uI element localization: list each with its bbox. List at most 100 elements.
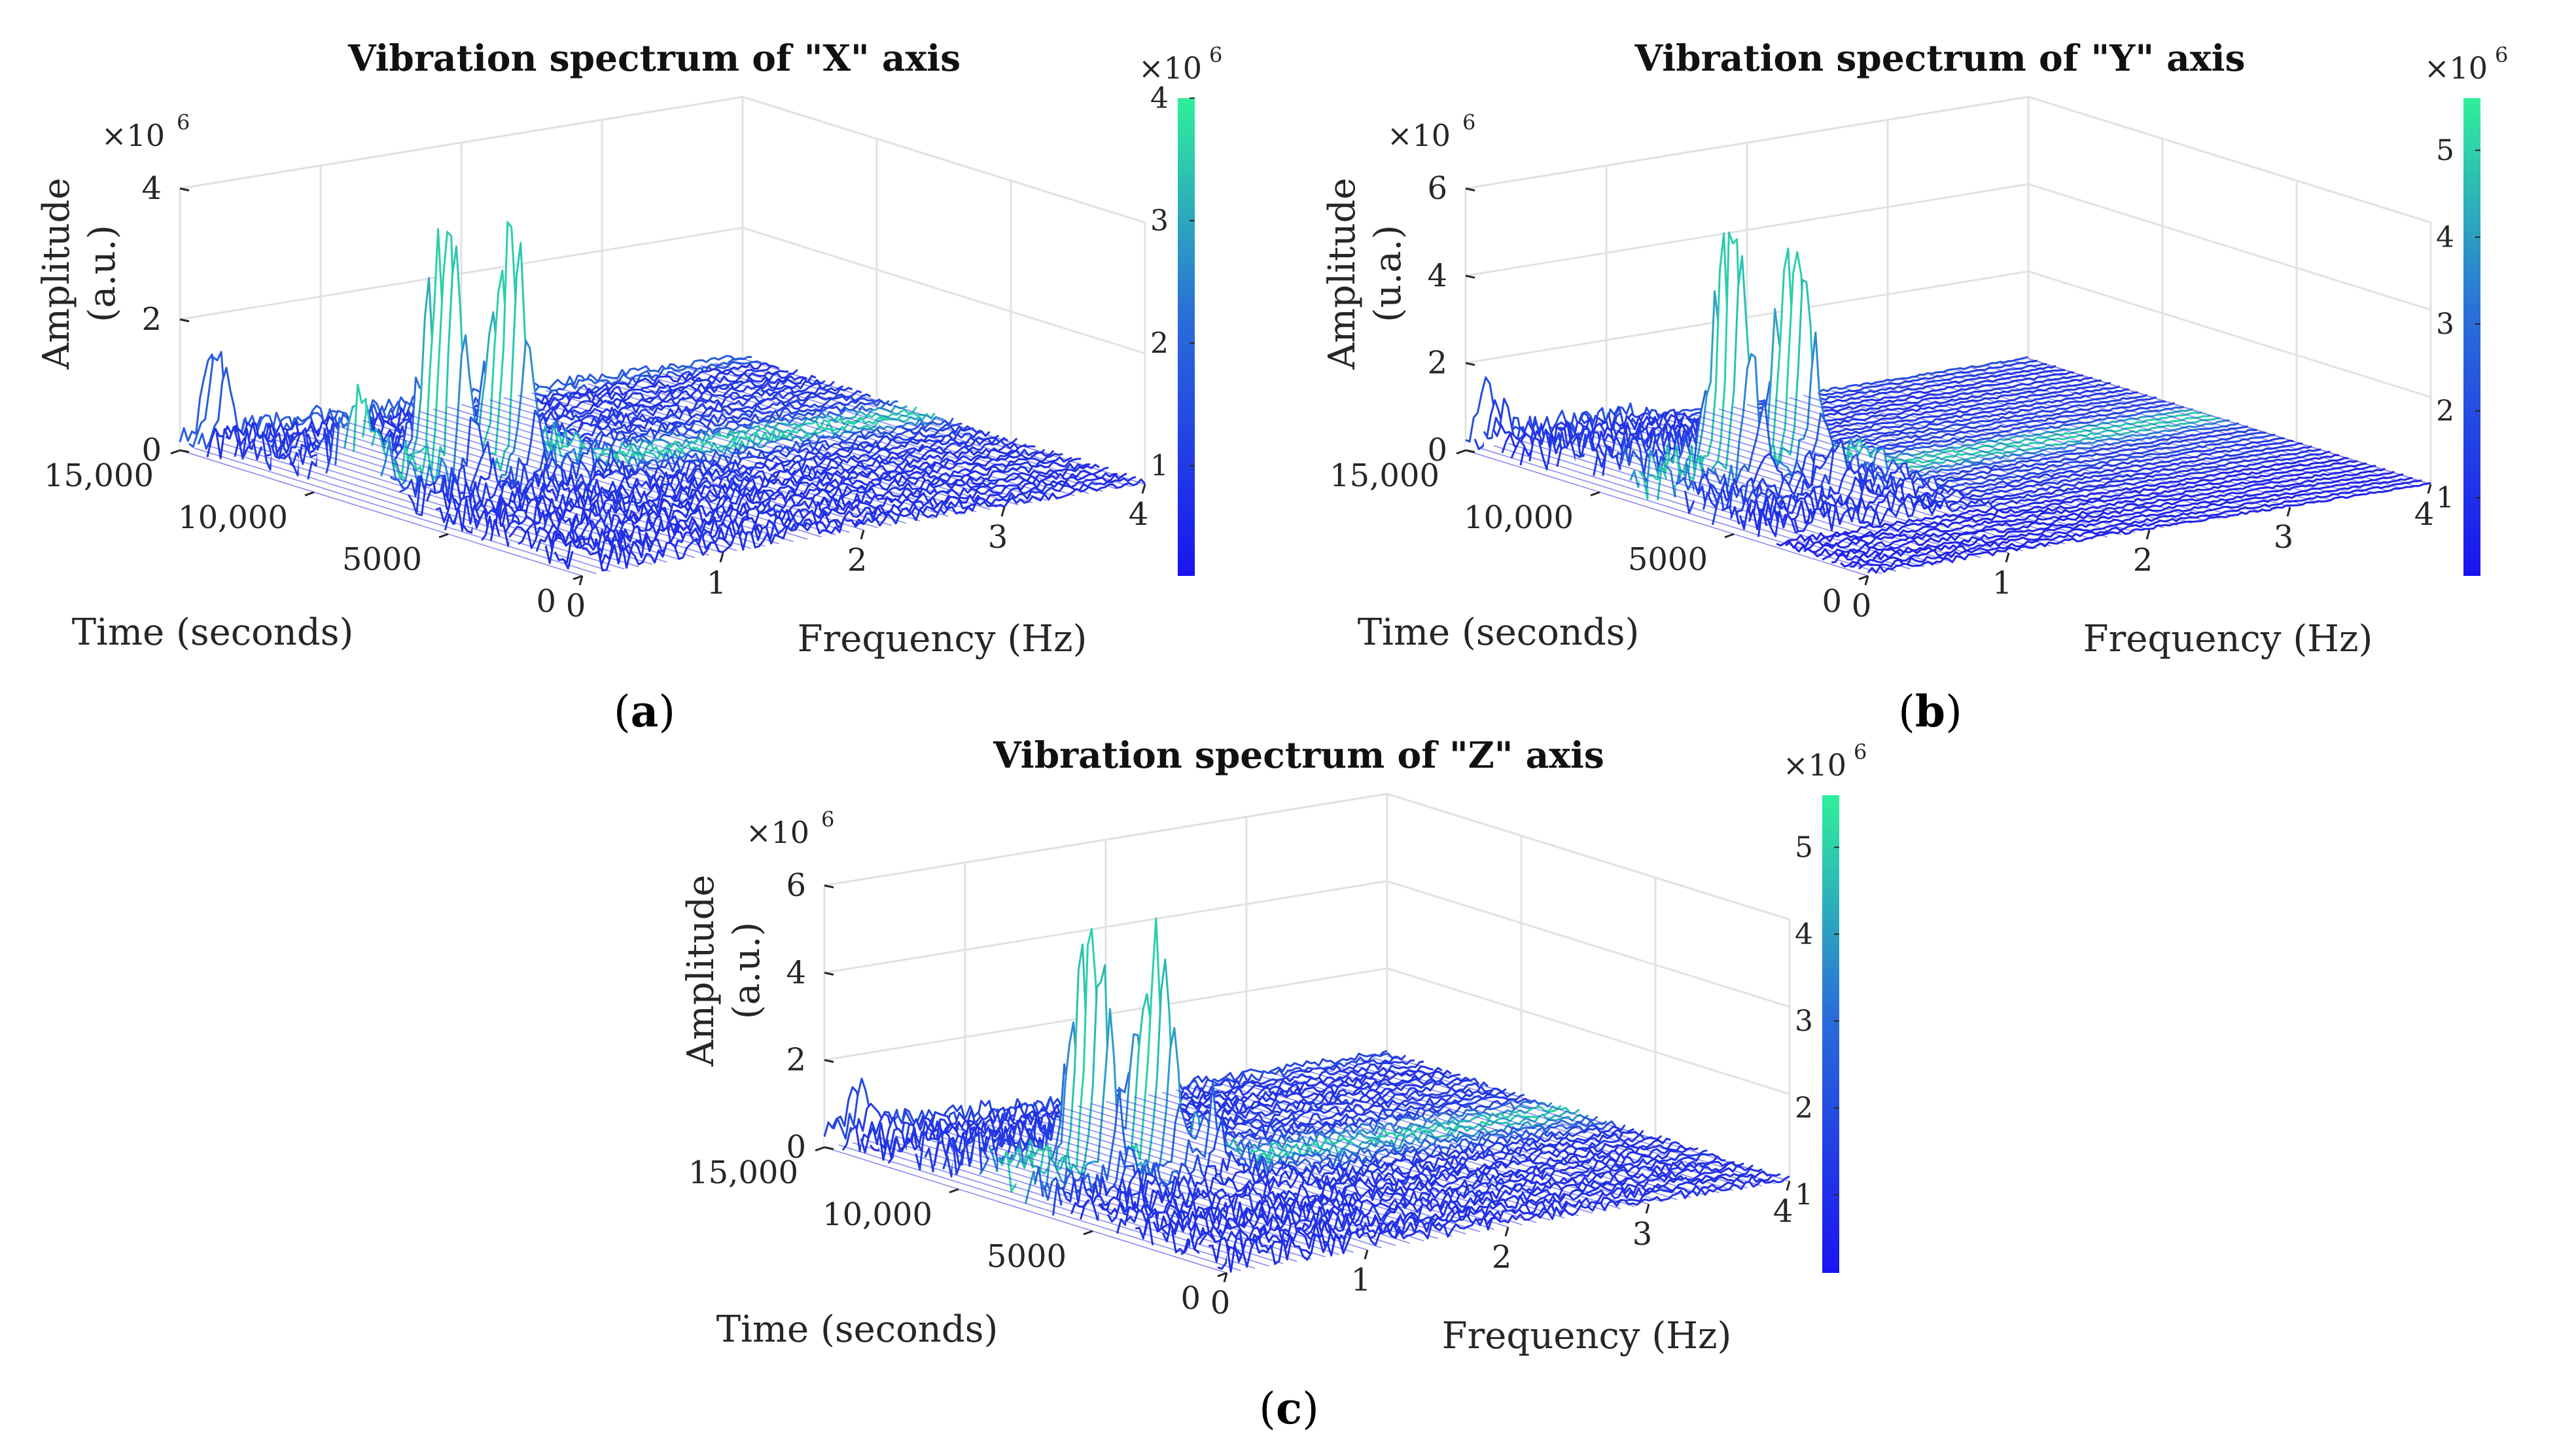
surface-line: [425, 430, 991, 512]
surface-mesh-line: [376, 418, 780, 545]
z-tick-mark: [179, 318, 190, 323]
colorbar-tick-label: 4: [1150, 82, 1169, 115]
z-axis-label: Amplitude (a.u.): [680, 875, 768, 1067]
surface-mesh-line: [531, 392, 934, 520]
caption-close-paren: ): [1945, 687, 1962, 737]
surface-mesh-line: [447, 406, 850, 533]
frequency-tick-mark: [1864, 575, 1869, 586]
z-multiplier-exponent: 6: [1462, 110, 1475, 135]
surface-mesh-line: [616, 378, 1019, 506]
surface-mesh-line: [1133, 1096, 1537, 1223]
surface-mesh-line: [2028, 358, 2431, 485]
surface-mesh-line: [1190, 1087, 1593, 1214]
surface-mesh-line: [1958, 369, 2361, 497]
surface-mesh-line: [1690, 413, 2094, 540]
surface-mesh-line: [1986, 365, 2389, 492]
surface-mesh-line: [1578, 431, 1981, 558]
surface-mesh-line: [236, 440, 639, 567]
frequency-tick-label: 3: [1632, 1216, 1653, 1253]
chart-title: Vibration spectrum of "Z" axis: [993, 734, 1604, 776]
surface-mesh-line: [517, 395, 921, 522]
grid-line-z: [179, 226, 1146, 355]
surface-mesh-line: [1549, 436, 1953, 563]
grid-line-z: [824, 793, 1790, 921]
surface-mesh-line: [1620, 424, 2023, 552]
frequency-tick-mark: [719, 552, 724, 563]
surface-mesh-line: [1746, 404, 2150, 531]
surface-mesh-line: [207, 445, 611, 572]
surface-fill: [582, 479, 1145, 576]
z-tick-label: 6: [1427, 170, 1447, 207]
colorbar: 1 2 3 4×10 6: [1138, 43, 1222, 576]
time-tick-mark: [1083, 1230, 1093, 1236]
surface-mesh-line: [404, 413, 808, 540]
surface-line: [1757, 448, 2321, 537]
z-tick-label: 6: [786, 867, 806, 904]
surface-mesh-line: [1176, 1089, 1579, 1217]
surface-mesh-line: [1232, 1080, 1635, 1207]
surface-mesh-line: [1260, 1075, 1663, 1203]
frequency-tick-label: 0: [1210, 1285, 1231, 1321]
frequency-tick-label: 4: [1129, 496, 1149, 533]
surface-line: [1684, 425, 2248, 514]
frequency-tick-mark: [1000, 507, 1006, 517]
surface-mesh-line: [1373, 1057, 1776, 1185]
caption-letter: a: [631, 686, 659, 737]
surface-mesh-line: [1049, 1110, 1453, 1237]
surface-mesh-line: [1592, 429, 1995, 556]
time-tick-label: 15,000: [688, 1154, 798, 1191]
surface-mesh-line: [1302, 1069, 1706, 1196]
surface-line: [1812, 465, 2376, 558]
surface-mesh-line: [1386, 1055, 1790, 1182]
frequency-tick-mark: [1141, 484, 1146, 494]
surface-mesh-line: [1873, 383, 2276, 510]
z-axis-label: Amplitude (a.u.): [35, 178, 124, 370]
surface-mesh-line: [1901, 378, 2304, 506]
surface-mesh-line: [728, 360, 1131, 488]
surface-mesh-line: [1120, 1098, 1523, 1226]
surface-mesh-line: [964, 1124, 1368, 1251]
surface-mesh-line: [278, 433, 681, 561]
time-tick-mark: [304, 491, 315, 497]
surface-mesh-line: [1316, 1066, 1720, 1194]
z-axis-label-line1: Amplitude: [680, 875, 722, 1067]
surface-mesh-line: [559, 387, 962, 515]
z-tick-mark: [1465, 362, 1475, 366]
caption-close-paren: ): [1302, 1384, 1319, 1434]
time-tick-label: 5000: [987, 1238, 1067, 1275]
surface-mesh-line: [179, 450, 583, 577]
surface-mesh-line: [686, 367, 1089, 494]
colorbar-tick-label: 1: [1795, 1179, 1813, 1212]
surface-mesh-line: [1774, 399, 2178, 526]
surface-mesh-line: [461, 404, 864, 531]
time-tick-mark: [1590, 491, 1600, 497]
surface-fill: [1639, 233, 2202, 505]
surface-mesh-line: [923, 1130, 1326, 1258]
colorbar-tick-label: 4: [2436, 221, 2454, 254]
frequency-axis-label: Frequency (Hz): [798, 618, 1087, 660]
z-tick-label: 4: [141, 170, 162, 207]
time-axis-label: Time (seconds): [72, 611, 354, 654]
surface-mesh-line: [742, 358, 1146, 485]
panel-caption: (c): [1259, 1383, 1319, 1434]
colorbar-multiplier: ×10: [2424, 50, 2488, 86]
z-multiplier: ×10: [746, 815, 809, 850]
colorbar-tick-label: 2: [1795, 1092, 1813, 1125]
surface-mesh-line: [1493, 445, 1897, 572]
z-axis-label-line2: (u.a.): [1367, 225, 1409, 323]
z-tick-label: 0: [1427, 432, 1447, 469]
time-axis: 0 5000 10,000 15,000 Time (seconds): [44, 449, 583, 654]
z-axis: 0 2 4 ×10 6 Amplitude (a.u.): [35, 110, 190, 469]
surface-line: [1721, 437, 2285, 526]
surface-mesh-line: [419, 410, 822, 538]
surface-mesh-line: [1007, 1117, 1410, 1244]
surface-line: [1766, 450, 2331, 537]
colorbar-tick-label: 2: [2436, 395, 2454, 428]
frequency-tick-label: 2: [1492, 1239, 1512, 1276]
surface-mesh-line: [1330, 1064, 1734, 1191]
colorbar-scale: [2463, 98, 2480, 576]
surface-mesh-line: [1817, 392, 2220, 520]
surface-mesh-line: [222, 442, 625, 570]
surface-mesh-line: [951, 1126, 1354, 1253]
